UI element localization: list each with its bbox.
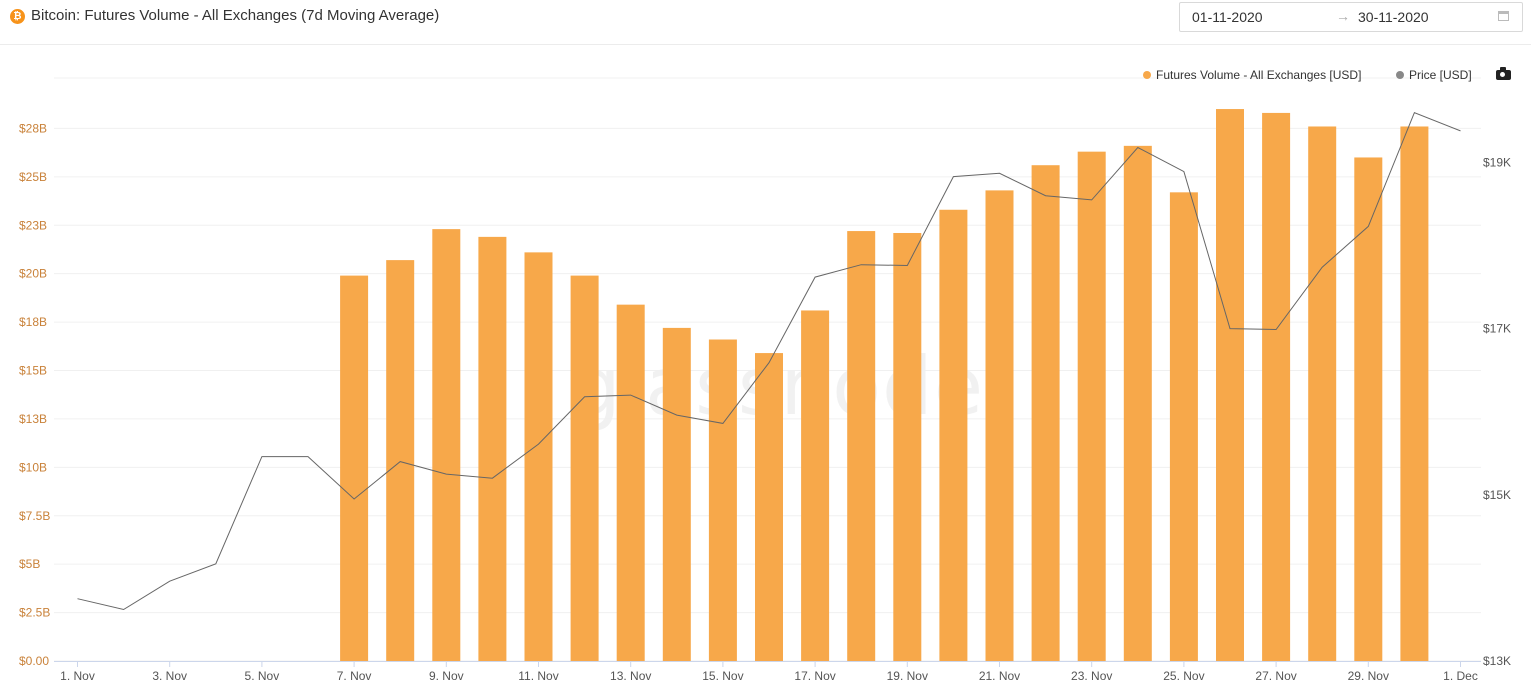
x-tick-label: 15. Nov — [702, 669, 743, 683]
volume-bar — [616, 304, 645, 661]
volume-bar — [847, 231, 876, 661]
y-tick-left: $10B — [19, 460, 47, 474]
volume-bar — [1169, 192, 1198, 661]
volume-bar — [340, 275, 369, 661]
calendar-icon[interactable] — [1498, 11, 1509, 21]
y-tick-left: $25B — [19, 170, 47, 184]
date-arrow-icon: → — [1336, 8, 1350, 24]
chart-title: Bitcoin: Futures Volume - All Exchanges … — [31, 7, 440, 24]
y-tick-right: $15K — [1483, 488, 1511, 502]
y-tick-left: $7.5B — [19, 509, 50, 523]
volume-bar — [755, 353, 783, 661]
volume-bar — [662, 327, 691, 661]
volume-bar — [893, 232, 922, 661]
legend-volume-dot — [1143, 71, 1151, 79]
price-line — [77, 111, 1461, 611]
x-tick-label: 9. Nov — [429, 669, 464, 683]
y-tick-left: $28B — [19, 121, 47, 135]
y-tick-right: $17K — [1483, 322, 1511, 336]
x-tick-label: 27. Nov — [1255, 669, 1296, 683]
x-tick-label: 5. Nov — [245, 669, 280, 683]
camera-icon[interactable] — [1496, 67, 1511, 80]
volume-bar — [478, 236, 507, 661]
date-from-input[interactable]: 01-11-2020 — [1192, 9, 1263, 25]
date-range-picker[interactable]: 01-11-2020 → 30-11-2020 — [1179, 2, 1523, 32]
x-tick-label: 21. Nov — [979, 669, 1020, 683]
volume-bar — [1262, 112, 1291, 661]
volume-bar — [1308, 126, 1337, 662]
volume-bar — [1077, 151, 1106, 661]
bitcoin-icon: ₿ — [10, 9, 25, 24]
volume-bar — [1400, 126, 1429, 662]
volume-bar — [985, 190, 1014, 661]
volume-bar — [1123, 145, 1152, 661]
legend-price-label: Price [USD] — [1409, 68, 1472, 82]
x-tick-label: 29. Nov — [1348, 669, 1389, 683]
y-tick-left: $18B — [19, 315, 47, 329]
y-tick-left: $20B — [19, 267, 47, 281]
y-tick-left: $23B — [19, 218, 47, 232]
x-tick-label: 7. Nov — [337, 669, 372, 683]
volume-bar — [939, 209, 968, 662]
legend-volume-label: Futures Volume - All Exchanges [USD] — [1156, 68, 1362, 82]
chart-header: ₿ Bitcoin: Futures Volume - All Exchange… — [0, 0, 1531, 45]
x-tick-label: 11. Nov — [518, 669, 558, 683]
volume-bar — [1216, 109, 1244, 662]
y-tick-right: $19K — [1483, 155, 1511, 169]
legend-item-volume[interactable]: Futures Volume - All Exchanges [USD] — [1143, 68, 1361, 82]
y-tick-left: $15B — [19, 364, 47, 378]
x-tick-label: 19. Nov — [887, 669, 928, 683]
x-tick-label: 1. Dec — [1443, 669, 1478, 683]
volume-bar — [524, 252, 553, 661]
legend-price-dot — [1396, 71, 1404, 79]
volume-bar — [708, 339, 737, 661]
x-tick-label: 17. Nov — [794, 669, 835, 683]
y-tick-right: $13K — [1483, 654, 1511, 668]
y-tick-left: $2.5B — [19, 606, 50, 620]
x-tick-label: 25. Nov — [1163, 669, 1204, 683]
y-tick-left: $13B — [19, 412, 47, 426]
volume-bar — [570, 275, 599, 661]
y-tick-left: $5B — [19, 557, 40, 571]
legend-item-price[interactable]: Price [USD] — [1396, 68, 1472, 82]
volume-bar — [386, 260, 415, 661]
x-tick-label: 23. Nov — [1071, 669, 1112, 683]
x-tick-label: 1. Nov — [60, 669, 95, 683]
volume-bar — [1031, 165, 1060, 662]
y-tick-left: $0.00 — [19, 654, 49, 668]
x-tick-label: 13. Nov — [610, 669, 651, 683]
x-tick-label: 3. Nov — [152, 669, 187, 683]
volume-bar — [801, 310, 830, 661]
volume-bar — [1354, 157, 1383, 661]
volume-bar — [432, 229, 461, 661]
date-to-input[interactable]: 30-11-2020 — [1358, 9, 1429, 25]
